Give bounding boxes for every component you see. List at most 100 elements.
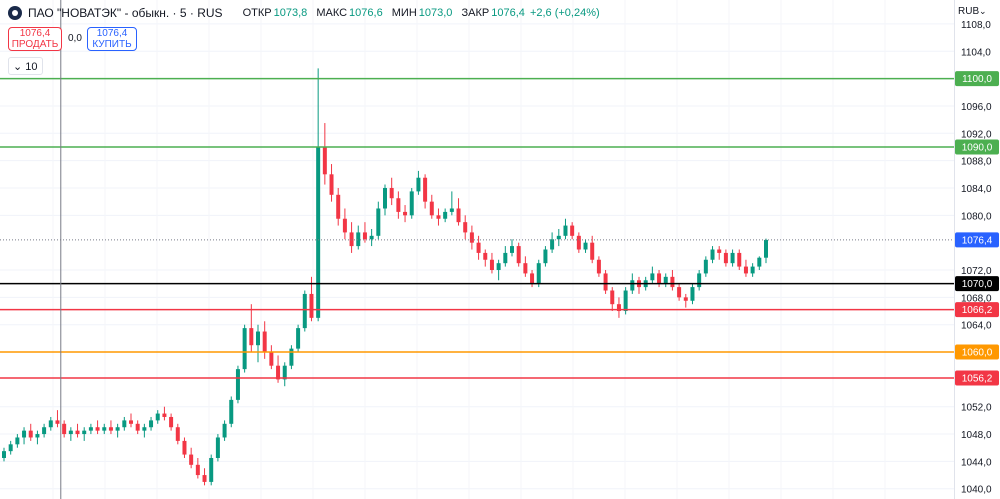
candle-body bbox=[543, 249, 548, 264]
buy-label: КУПИТЬ bbox=[92, 39, 132, 50]
price-tick-label: 1072,0 bbox=[961, 266, 992, 277]
candle-body bbox=[222, 423, 227, 438]
candle bbox=[536, 259, 541, 288]
candle bbox=[697, 270, 702, 291]
price-label-badge bbox=[955, 139, 999, 155]
candle bbox=[476, 235, 481, 260]
chart-header: ПАО "НОВАТЭК" - обыкн. · 5 · RUS ОТКР 107… bbox=[8, 5, 600, 21]
candle-body bbox=[483, 252, 488, 260]
candle bbox=[342, 208, 347, 240]
candle-body bbox=[449, 208, 454, 212]
price-tick-label: 1096,0 bbox=[961, 102, 992, 113]
price-label-text: 1100,0 bbox=[962, 74, 992, 85]
candle-body bbox=[503, 252, 508, 264]
candle-body bbox=[349, 232, 354, 247]
candle bbox=[142, 423, 147, 438]
candle bbox=[603, 270, 608, 294]
candle bbox=[503, 246, 508, 267]
horizontal-lines[interactable]: 1100,0 1090,0 1076,4 1070,0 1066,2 1060,0 1056… bbox=[0, 71, 999, 386]
company-logo-icon bbox=[8, 6, 22, 20]
candle bbox=[550, 232, 555, 253]
candle bbox=[129, 413, 133, 428]
sell-label: ПРОДАТЬ bbox=[11, 39, 59, 50]
candle-body bbox=[2, 451, 6, 458]
low-value: 1073,0 bbox=[418, 7, 453, 19]
candle bbox=[202, 468, 207, 486]
candle-body bbox=[556, 235, 561, 240]
candle bbox=[15, 434, 20, 448]
indicators-toggle[interactable]: ⌄ 10 bbox=[8, 57, 43, 75]
candle bbox=[349, 222, 354, 253]
candle-body bbox=[670, 276, 675, 288]
candle-body bbox=[82, 430, 87, 435]
candle-body bbox=[717, 249, 722, 253]
price-tick-label: 1092,0 bbox=[961, 129, 992, 140]
candle bbox=[316, 68, 321, 322]
price-label-badge bbox=[955, 276, 999, 292]
candle bbox=[135, 420, 140, 435]
price-label-badge bbox=[955, 302, 999, 318]
currency-selector[interactable]: RUB bbox=[958, 6, 980, 17]
candle bbox=[329, 164, 334, 202]
candle bbox=[256, 324, 260, 363]
candle-body bbox=[723, 252, 728, 264]
candle-body bbox=[75, 430, 80, 435]
candle-body bbox=[376, 208, 381, 236]
candle bbox=[235, 365, 240, 404]
candle-body bbox=[316, 146, 321, 318]
candle-body bbox=[416, 177, 421, 192]
price-label-text: 1070,0 bbox=[962, 279, 993, 290]
candle-body bbox=[730, 252, 735, 264]
candle-body bbox=[423, 177, 428, 202]
candle-body bbox=[169, 416, 174, 428]
candle-body bbox=[249, 328, 254, 346]
candle bbox=[657, 270, 662, 288]
candle bbox=[469, 225, 474, 250]
candle bbox=[296, 324, 301, 353]
candle bbox=[282, 362, 287, 387]
chevron-down-icon[interactable]: ⌄ bbox=[979, 6, 987, 16]
candle-body bbox=[657, 273, 662, 284]
candle bbox=[616, 297, 621, 318]
high-label: МАКС bbox=[316, 7, 348, 19]
candle bbox=[22, 427, 27, 445]
spread-value: 0,0 bbox=[68, 33, 82, 44]
sell-price: 1076,4 bbox=[19, 28, 51, 39]
candle-body bbox=[322, 146, 327, 175]
price-axis[interactable]: 1040,0 1044,0 1048,0 1052,0 1064,0 1068,0 1072… bbox=[961, 20, 992, 496]
candle-body bbox=[142, 427, 147, 431]
candle bbox=[229, 396, 234, 428]
sell-button[interactable]: 1076,4 ПРОДАТЬ bbox=[8, 27, 62, 51]
candle bbox=[249, 304, 254, 353]
candle bbox=[362, 222, 367, 243]
candle-body bbox=[516, 246, 521, 264]
symbol-title[interactable]: ПАО "НОВАТЭК" - обыкн. · 5 · RUS bbox=[28, 6, 223, 20]
candle-body bbox=[342, 218, 347, 233]
candle-body bbox=[276, 365, 281, 380]
candle bbox=[289, 345, 294, 370]
candle-body bbox=[616, 304, 621, 312]
candle-body bbox=[369, 235, 374, 240]
candle bbox=[556, 228, 561, 247]
candle-body bbox=[737, 252, 742, 267]
candle-body bbox=[336, 194, 341, 219]
candle bbox=[82, 427, 87, 441]
candle-body bbox=[48, 420, 53, 428]
price-tick-label: 1040,0 bbox=[961, 485, 992, 496]
candle-body bbox=[764, 239, 768, 258]
candle bbox=[2, 447, 6, 462]
buy-button[interactable]: 1076,4 КУПИТЬ bbox=[87, 27, 137, 51]
candle-body bbox=[396, 198, 401, 212]
candle bbox=[75, 423, 80, 438]
price-tick-label: 1108,0 bbox=[961, 20, 991, 31]
candle bbox=[68, 427, 73, 441]
candle-body bbox=[175, 427, 180, 441]
candle-body bbox=[436, 215, 441, 219]
candle bbox=[269, 345, 274, 370]
candle-body bbox=[456, 208, 461, 223]
candle bbox=[322, 123, 327, 185]
candle bbox=[703, 256, 708, 277]
open-label: ОТКР bbox=[242, 7, 272, 19]
candle bbox=[169, 413, 174, 431]
